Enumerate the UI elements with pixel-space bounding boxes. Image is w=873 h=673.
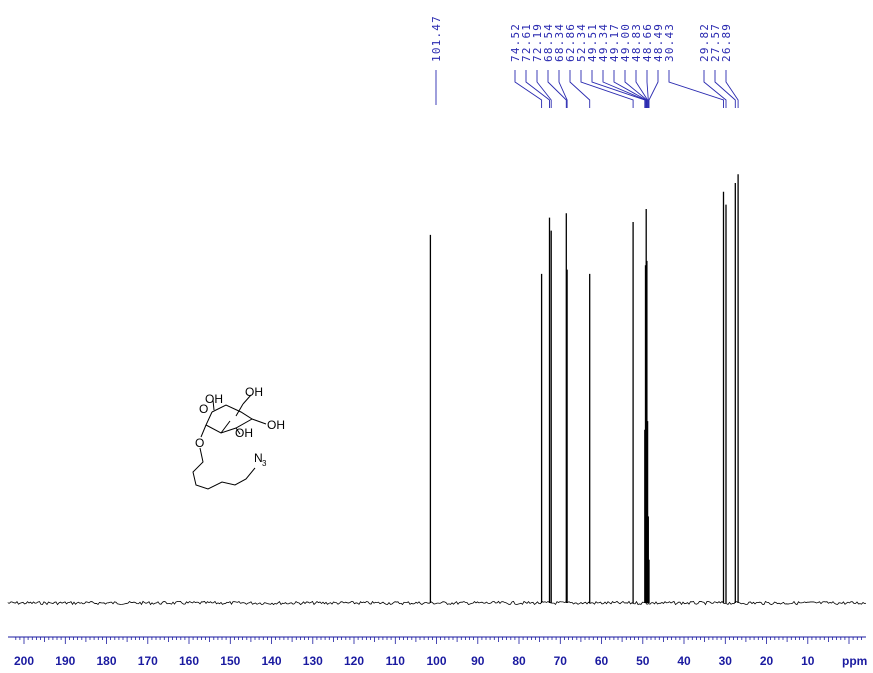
tick-label-50: 50 xyxy=(636,654,650,668)
tick-label-40: 40 xyxy=(677,654,691,668)
molecule-structure xyxy=(192,394,267,490)
tick-label-30: 30 xyxy=(719,654,733,668)
connector-52.34 xyxy=(580,70,634,108)
spectrum-peaks xyxy=(429,174,739,603)
peak-label-68.34: 68.34 xyxy=(553,23,566,62)
peak-label-29.82: 29.82 xyxy=(698,23,711,62)
label-oh-bottom: OH xyxy=(235,426,253,440)
peak-label-52.34: 52.34 xyxy=(575,23,588,62)
peak-label-101.47: 101.47 xyxy=(430,15,443,62)
ring-bond xyxy=(220,420,231,434)
baseline-noise-trace xyxy=(7,600,867,606)
connector-48.66 xyxy=(646,70,649,108)
x-axis: 200 190 180 170 160 150 140 130 120 110 100 90 80 70 6… xyxy=(8,636,867,668)
peak-label-68.54: 68.54 xyxy=(542,23,555,62)
peak-label-72.61: 72.61 xyxy=(520,23,533,62)
peak-label-49.17: 49.17 xyxy=(608,23,621,62)
sugar-ring xyxy=(205,404,253,434)
tick-label-60: 60 xyxy=(595,654,609,668)
tick-label-140: 140 xyxy=(261,654,281,668)
molecule-labels: OH OH O OH OH O N 3 xyxy=(195,385,285,468)
peak-label-49.34: 49.34 xyxy=(597,23,610,62)
peak-label-74.52: 74.52 xyxy=(509,23,522,62)
peak-label-26.89: 26.89 xyxy=(720,23,733,62)
peak-label-72.19: 72.19 xyxy=(531,23,544,62)
tick-label-90: 90 xyxy=(471,654,485,668)
x-axis-tick-labels: 200 190 180 170 160 150 140 130 120 110 100 90 80 70 6… xyxy=(14,654,815,668)
tick-label-170: 170 xyxy=(138,654,158,668)
x-axis-ticks xyxy=(15,637,862,644)
label-linker-o: O xyxy=(195,436,204,450)
bond-ch2 xyxy=(235,403,244,417)
connector-74.52 xyxy=(514,70,543,108)
connector-26.89 xyxy=(725,70,739,108)
tick-label-10: 10 xyxy=(801,654,815,668)
tick-label-120: 120 xyxy=(344,654,364,668)
connector-29.82 xyxy=(703,70,727,108)
label-oh-right: OH xyxy=(267,418,285,432)
connector-72.61 xyxy=(525,70,550,108)
label-oh-top-left: OH xyxy=(205,392,223,406)
tick-label-160: 160 xyxy=(179,654,199,668)
label-azide: N xyxy=(254,451,263,465)
bond-ch2-oh xyxy=(242,394,252,405)
x-axis-label: ppm xyxy=(842,654,867,668)
peak-label-30.43: 30.43 xyxy=(663,23,676,62)
peak-label-connectors xyxy=(435,70,739,108)
peak-label-48.83: 48.83 xyxy=(630,23,643,62)
tick-label-130: 130 xyxy=(303,654,323,668)
peak-label-48.49: 48.49 xyxy=(652,23,665,62)
peak-label-49.51: 49.51 xyxy=(586,23,599,62)
bond-oh-top-left xyxy=(212,399,215,411)
tick-label-70: 70 xyxy=(554,654,568,668)
connector-72.19 xyxy=(536,70,552,108)
tick-label-200: 200 xyxy=(14,654,34,668)
peak-label-49.00: 49.00 xyxy=(619,23,632,62)
connector-68.34 xyxy=(558,70,568,108)
bond-oh-right xyxy=(251,418,267,425)
tick-label-100: 100 xyxy=(426,654,446,668)
peak-label-27.57: 27.57 xyxy=(709,23,722,62)
label-oh-top-right: OH xyxy=(245,385,263,399)
connector-68.54 xyxy=(547,70,567,108)
tick-label-20: 20 xyxy=(760,654,774,668)
connector-30.43 xyxy=(668,70,724,108)
peak-label-62.86: 62.86 xyxy=(564,23,577,62)
connector-49.34 xyxy=(602,70,646,108)
connector-49.17 xyxy=(613,70,647,108)
connector-49.51 xyxy=(591,70,646,108)
hexyl-linker xyxy=(192,447,256,490)
tick-label-80: 80 xyxy=(512,654,526,668)
connector-48.83 xyxy=(635,70,649,108)
connector-27.57 xyxy=(714,70,736,108)
label-azide-subscript: 3 xyxy=(262,459,267,468)
connector-62.86 xyxy=(569,70,591,108)
tick-label-150: 150 xyxy=(220,654,240,668)
peak-label-48.66: 48.66 xyxy=(641,23,654,62)
baseline-noise xyxy=(7,600,867,606)
tick-label-110: 110 xyxy=(386,654,406,668)
label-ring-o: O xyxy=(199,402,208,416)
peak-labels: 101.47 74.5272.6172.1968.5468.3462.8652.3… xyxy=(430,15,733,62)
tick-label-180: 180 xyxy=(96,654,116,668)
tick-label-190: 190 xyxy=(55,654,75,668)
bond-oh-bottom xyxy=(235,427,241,435)
connector-49.00 xyxy=(624,70,648,108)
bond-anomeric xyxy=(200,424,207,438)
connector-48.49 xyxy=(648,70,659,108)
